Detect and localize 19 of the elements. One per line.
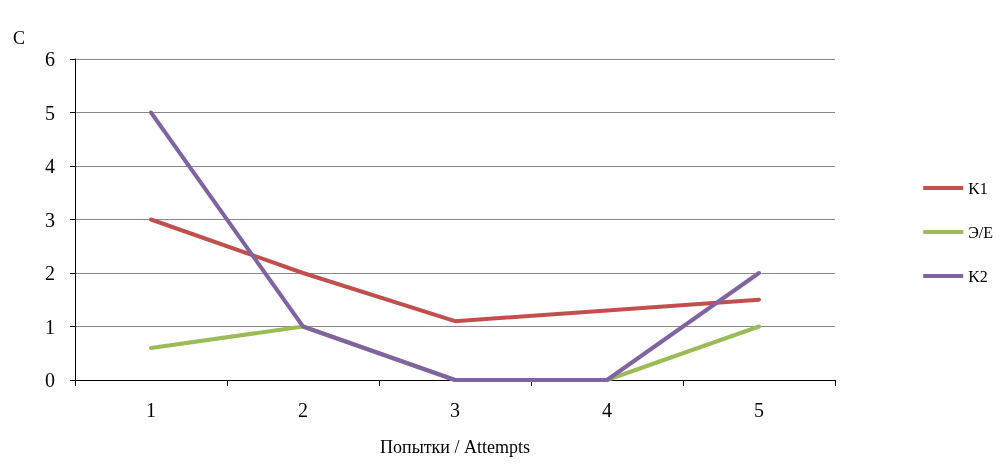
y-tick-label: 4 [45, 155, 55, 177]
y-tick-label: 5 [45, 101, 55, 124]
line-series [149, 217, 761, 324]
line-series [149, 110, 761, 382]
x-axis-title: Попытки / Attempts [380, 437, 530, 457]
x-tick-label: 3 [450, 399, 460, 421]
y-axis-title: C [12, 28, 25, 48]
y-tick-label: 6 [45, 48, 55, 70]
legend-label: Э/E [968, 223, 993, 241]
y-tick-label: 1 [45, 315, 55, 338]
legend-label: K2 [968, 267, 988, 285]
x-tick-label: 4 [602, 399, 612, 421]
y-tick-label: 2 [45, 262, 55, 284]
y-tick-label: 0 [45, 369, 55, 391]
x-tick-label: 1 [146, 399, 156, 421]
legend-label: K1 [968, 179, 988, 197]
x-tick-label: 2 [298, 399, 308, 421]
y-tick-label: 3 [45, 208, 55, 231]
x-tick-label: 5 [754, 399, 764, 421]
